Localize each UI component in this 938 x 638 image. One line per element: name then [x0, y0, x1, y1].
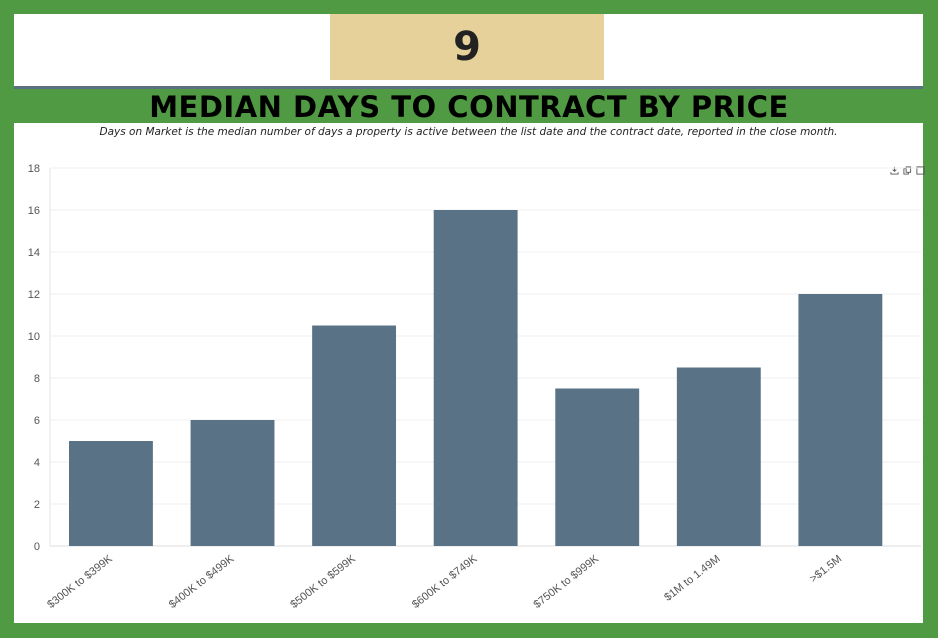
page-number-badge: 9: [330, 14, 604, 80]
expand-icon[interactable]: [916, 165, 925, 175]
y-tick-label: 18: [28, 163, 40, 175]
x-tick-label: >$1.5M: [808, 553, 845, 585]
chart-subtitle: Days on Market is the median number of d…: [99, 126, 838, 138]
y-tick-label: 8: [34, 373, 40, 385]
bar: [798, 294, 883, 546]
header-divider: [14, 86, 923, 89]
page-title: MEDIAN DAYS TO CONTRACT BY PRICE: [149, 90, 789, 124]
y-tick-label: 14: [28, 247, 40, 259]
x-tick-label: $1M to 1.49M: [662, 553, 722, 604]
y-tick-label: 4: [34, 457, 40, 469]
x-tick-label: $400K to $499K: [167, 553, 237, 611]
y-tick-label: 16: [28, 205, 40, 217]
x-tick-label: $750K to $999K: [532, 553, 602, 611]
x-tick-label: $500K to $599K: [288, 553, 358, 611]
y-tick-label: 0: [34, 541, 40, 553]
bar: [433, 210, 518, 546]
y-tick-label: 2: [34, 499, 40, 511]
download-icon[interactable]: [890, 166, 899, 175]
y-tick-label: 6: [34, 415, 40, 427]
chart-toolbar: [890, 164, 925, 176]
x-tick-label: $300K to $399K: [45, 553, 115, 611]
x-tick-label: $600K to $749K: [410, 553, 480, 611]
bar: [190, 420, 275, 546]
bar: [555, 388, 640, 546]
bar: [676, 367, 761, 546]
y-tick-label: 10: [28, 331, 40, 343]
bar: [69, 441, 153, 546]
y-tick-label: 12: [28, 289, 40, 301]
bar: [312, 325, 397, 546]
